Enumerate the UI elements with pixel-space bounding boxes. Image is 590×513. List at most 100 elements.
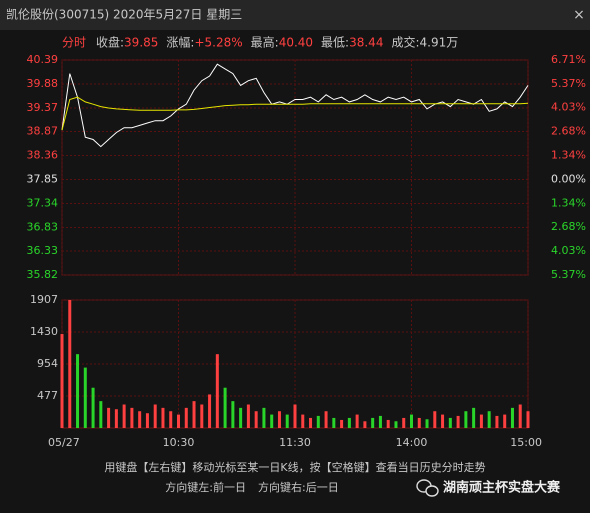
volume-bar [472,407,476,428]
y-tick-label: 38.36 [27,149,59,162]
volume-bar [355,414,359,428]
volume-bar [410,414,413,428]
volume-bar [277,411,281,428]
title-bar [0,0,590,30]
volume-bar [68,300,72,428]
volume-bar [107,407,111,428]
volume-bar [417,417,421,428]
volume-bar [487,411,491,428]
tab-label[interactable]: 分时 [62,36,86,50]
volume-bar [347,417,351,428]
stats: 收盘: 39.85 涨幅: +5.28% 最高: 40.40 最低: 38.44 成交: 4.91… [96,35,458,50]
stat-value: 40.40 [279,36,313,50]
volume-bar [448,417,452,428]
volume-bar [456,415,460,428]
hint-right: 方向键右:后一日 [258,480,339,494]
volume-bar [200,404,204,428]
volume-bar [495,415,499,428]
y-tick-label: 38.87 [27,125,59,138]
volume-bar [332,417,336,428]
x-tick-label: 15:00 [510,436,542,449]
volume-bar [169,411,173,428]
y-tick-label: 39.88 [27,77,59,90]
volume-bar [231,401,235,428]
volume-bar [114,409,118,428]
stat-value: 39.85 [124,36,158,50]
price-line [61,96,529,131]
volume-bar [262,407,266,428]
volume-bar [153,404,157,428]
volume-bar [503,414,507,428]
y2-tick-label: 1.34% [551,196,586,209]
volume-tick-label: 954 [37,357,58,370]
volume-bar [270,414,274,428]
close-button[interactable]: × [573,7,585,23]
y2-tick-label: 5.37% [551,77,586,90]
volume-bar [340,419,344,428]
volume-bar [76,354,80,428]
volume-bar [254,411,258,428]
y2-tick-label: 6.71% [551,53,586,66]
y-tick-label: 36.33 [27,244,59,257]
volume-bar [192,401,196,428]
volume-bar [60,334,64,428]
stat-value: 38.44 [349,36,383,50]
hint: 用键盘【左右键】移动光标至某一日K线，按【空格键】查看当日历史分时走势 [104,460,485,474]
volume-bar [301,414,305,428]
y2-tick-label: 2.68% [551,220,586,233]
y2-tick-label: 2.68% [551,125,586,138]
stat-label: 最低: [321,36,349,50]
volume-bar [223,387,227,428]
wechat-icon [416,479,439,497]
volume-bar [177,414,180,428]
volume-bar [479,414,483,428]
y-tick-label: 35.82 [27,268,59,281]
volume-bar [122,404,126,428]
volume-bar [363,421,367,428]
x-tick-label: 14:00 [396,436,428,449]
volume-bar [518,404,522,428]
volume-bar [402,417,406,428]
volume-bar [138,411,142,428]
volume-bar [99,401,103,428]
y-tick-label: 37.85 [27,172,59,185]
y-tick-label: 37.34 [27,196,59,209]
hint-left: 方向键左:前一日 [165,480,246,494]
volume-bar [239,407,243,428]
volume-bar [184,407,188,428]
volume-bar [145,413,149,428]
volume-bar [386,419,390,428]
volume-bar [371,417,375,428]
volume-bar [91,387,95,428]
watermark: 湖南顽主杯实盘大赛 [443,480,561,496]
x-tick-label: 11:30 [279,436,311,449]
stat-label: 涨幅: [166,35,194,50]
y2-tick-label: 1.34% [551,149,586,162]
y-tick-label: 40.39 [27,53,59,66]
volume-bar [316,415,320,428]
stat-label: 最高: [251,35,279,50]
y2-tick-label: 5.37% [551,268,586,281]
y-tick-label: 39.37 [27,101,59,114]
volume-bar [246,404,250,428]
volume-bar [130,407,134,428]
volume-bar [378,415,382,428]
stat-label: 收盘: [96,35,124,50]
volume-bar [208,394,212,428]
stat-label: 成交: [391,35,419,50]
volume-bar [293,404,297,428]
volume-tick-label: 477 [37,389,58,402]
stat-value: +5.28% [194,36,242,50]
volume-tick-label: 1430 [30,325,58,338]
price-line [61,63,529,148]
stat-value: 4.91万 [420,36,459,50]
volume-bar [464,411,468,428]
volume-bar [441,414,445,428]
x-tick-label: 10:30 [163,436,195,449]
x-tick-label: 05/27 [48,436,80,449]
y2-tick-label: 4.03% [551,101,586,114]
volume-bar [215,354,219,428]
volume-bar [425,419,429,428]
